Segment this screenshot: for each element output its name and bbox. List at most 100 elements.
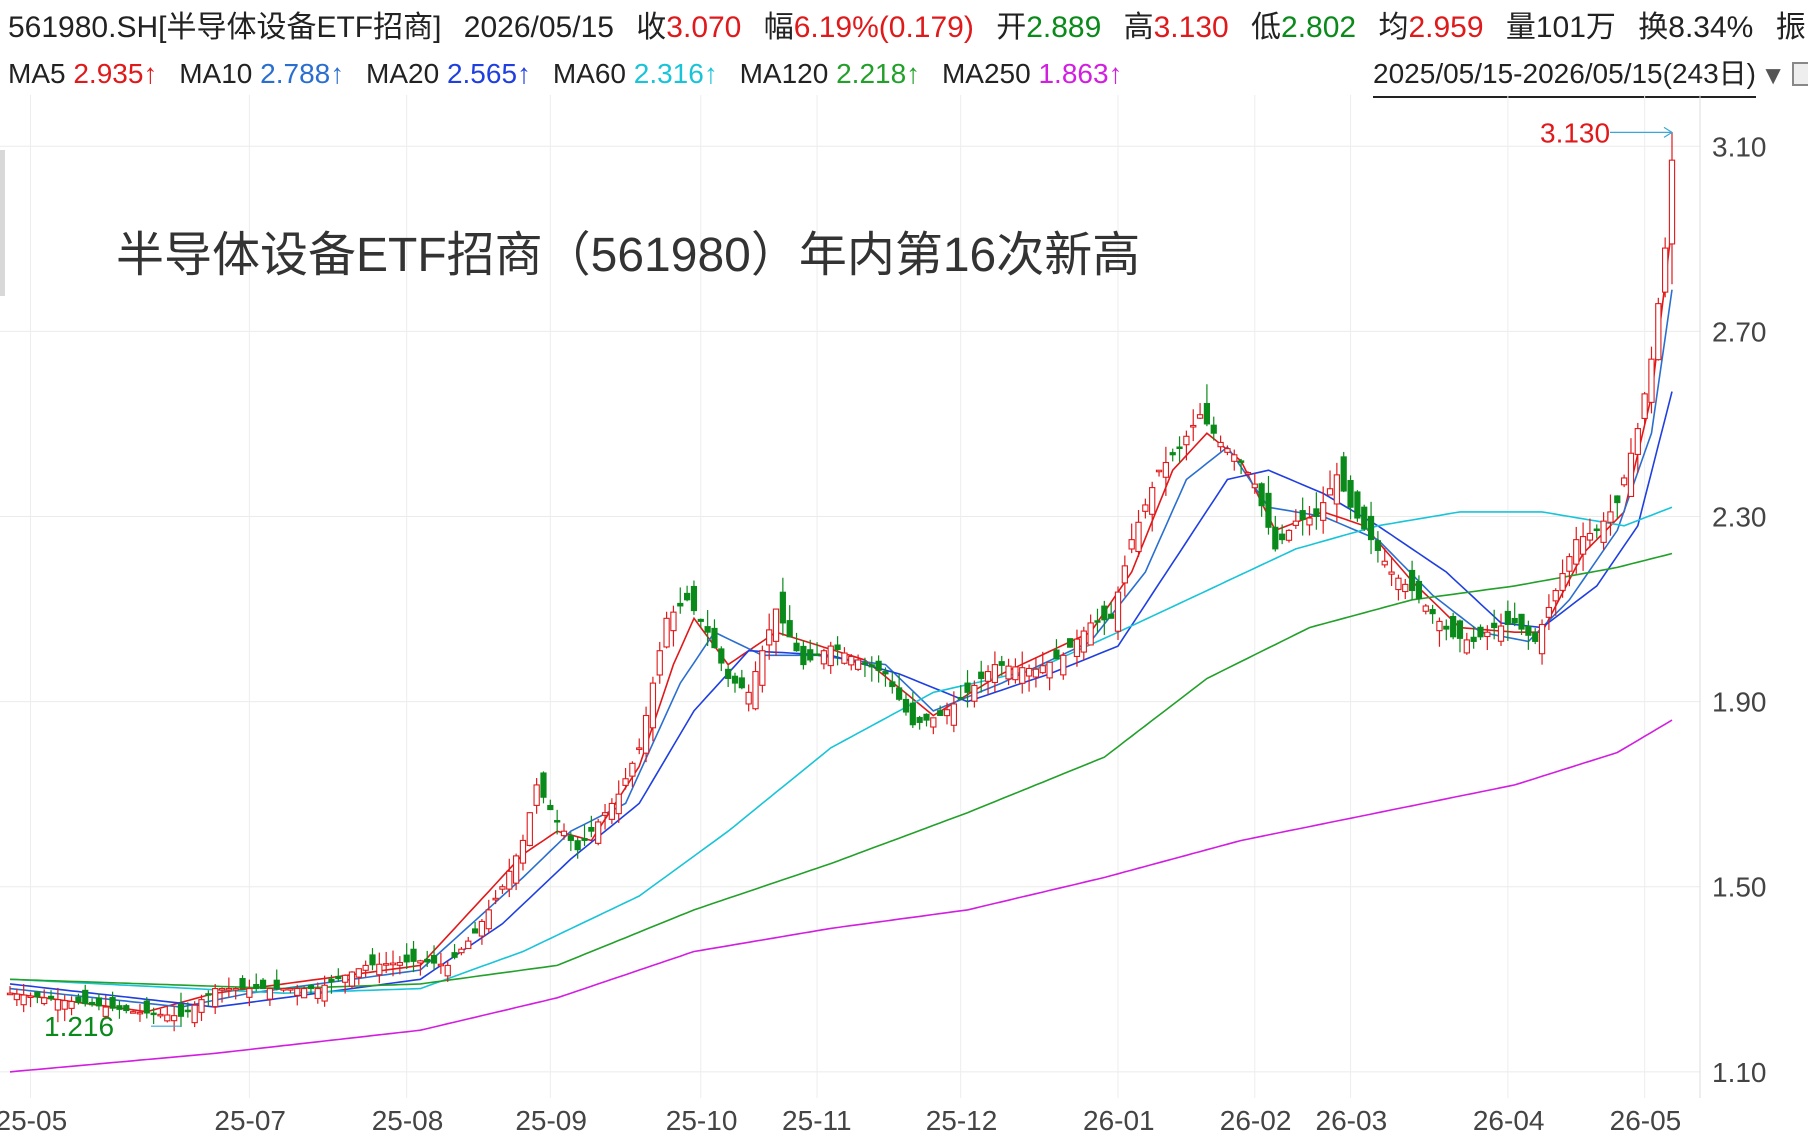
candle-body-down (957, 696, 964, 700)
candle-body-up (595, 821, 602, 844)
ma-line-ma120 (9, 552, 1673, 990)
candle-body-down (581, 838, 588, 841)
candle-body-up (54, 999, 62, 1011)
candle-body-down (1347, 480, 1354, 508)
candle-body-down (793, 642, 800, 652)
candle-body-down (697, 618, 704, 622)
candle-body-down (875, 660, 882, 671)
candle-body-up (13, 993, 20, 1001)
candle-body-down (1258, 483, 1265, 507)
candle-body-down (786, 620, 793, 638)
change-label: 幅 (763, 11, 794, 44)
candle-body-up (766, 629, 773, 646)
candle-body-down (424, 958, 431, 963)
candle-body-up (984, 670, 992, 682)
candle-body-down (1593, 528, 1600, 532)
candle-body-down (964, 682, 971, 693)
candle-body-up (1497, 625, 1505, 642)
candle-body-down (95, 997, 103, 1007)
candle-body-down (896, 687, 903, 700)
open-value: 2.889 (1026, 11, 1102, 44)
candle-body-down (1203, 403, 1211, 425)
candle-body-up (636, 747, 643, 750)
candle-body-up (1080, 630, 1087, 653)
low-marker-label: 1.216 (44, 1011, 114, 1042)
candle-body-down (725, 668, 732, 679)
candle-body-down (588, 826, 595, 832)
candle-body-up (772, 608, 780, 642)
candle-body-up (396, 961, 404, 966)
candle-body-down (800, 645, 807, 666)
candle-body-down (868, 664, 875, 668)
change-value: 6.19%(0.179) (793, 11, 974, 44)
left-scroll-handle[interactable] (0, 150, 5, 296)
x-tick-label: 26-05 (1610, 1105, 1682, 1136)
candle-body-up (198, 999, 205, 1013)
candle-body-up (1142, 504, 1149, 512)
candle-body-up (1648, 358, 1655, 403)
candle-body-up (1244, 471, 1252, 475)
candle-body-down (47, 995, 55, 1000)
date-range-selector[interactable]: 2025/05/15-2026/05/15(243日) (1373, 52, 1756, 98)
security-name[interactable]: 561980.SH[半导体设备ETF招商] (8, 11, 442, 44)
candle-body-down (253, 983, 260, 990)
ma250-value: 1.863↑ (1038, 58, 1123, 89)
ma60-value: 2.316↑ (633, 58, 718, 89)
x-tick-label: 25-09 (515, 1105, 587, 1136)
candle-body-up (1573, 539, 1580, 565)
candle-body-up (752, 670, 759, 710)
candle-body-down (1614, 495, 1621, 504)
candle-body-down (75, 996, 82, 1003)
candle-body-down (403, 954, 410, 963)
candle-body-up (1217, 441, 1224, 448)
candle-body-up (930, 717, 937, 728)
candle-body-up (355, 968, 362, 978)
candle-body-up (1306, 517, 1313, 526)
ma10-value: 2.788↑ (260, 58, 345, 89)
candle-body-down (978, 671, 985, 679)
candle-body-up (348, 971, 356, 987)
candle-body-down (540, 772, 547, 798)
y-tick-label: 1.10 (1712, 1057, 1767, 1088)
ma250-label: MA250 (941, 58, 1031, 89)
candle-body-down (738, 677, 745, 689)
x-tick-label: 25-10 (666, 1105, 738, 1136)
candle-body-up (526, 812, 533, 847)
candle-body-down (109, 997, 116, 1009)
dropdown-arrow-icon[interactable]: ▼ (1760, 60, 1786, 90)
candle-body-up (512, 855, 520, 884)
candle-body-down (1169, 452, 1176, 456)
candle-body-up (300, 988, 308, 999)
candle-body-up (827, 645, 834, 667)
turnover-value: 8.34% (1668, 11, 1754, 44)
candle-body-up (841, 652, 848, 664)
high-marker-label: 3.130 (1540, 117, 1610, 148)
candle-body-down (902, 698, 910, 713)
avg-value: 2.959 (1408, 11, 1484, 44)
candle-body-up (102, 1006, 109, 1017)
candle-body-up (1224, 448, 1231, 453)
candle-body-down (1429, 608, 1436, 615)
candle-body-down (861, 662, 869, 665)
candle-body-down (1176, 446, 1183, 449)
candle-body-down (328, 978, 335, 983)
x-tick-label: 26-04 (1473, 1105, 1545, 1136)
candle-body-up (287, 988, 294, 991)
panel-toggle-icon[interactable] (1792, 62, 1808, 86)
candle-body-up (1655, 303, 1662, 361)
candle-body-up (1381, 560, 1388, 566)
candle-body-up (642, 714, 650, 754)
candle-body-down (731, 675, 739, 684)
candle-body-up (1135, 521, 1142, 553)
candle-body-up (1559, 573, 1566, 591)
candle-body-down (1265, 492, 1272, 528)
candle-body-up (991, 664, 999, 684)
candle-body-down (1108, 613, 1115, 619)
high-label: 高 (1123, 11, 1154, 44)
candle-body-up (1388, 571, 1395, 575)
low-label: 低 (1251, 11, 1282, 44)
candle-body-up (232, 988, 239, 991)
candle-body-up (1395, 577, 1402, 591)
candle-body-up (656, 650, 663, 676)
